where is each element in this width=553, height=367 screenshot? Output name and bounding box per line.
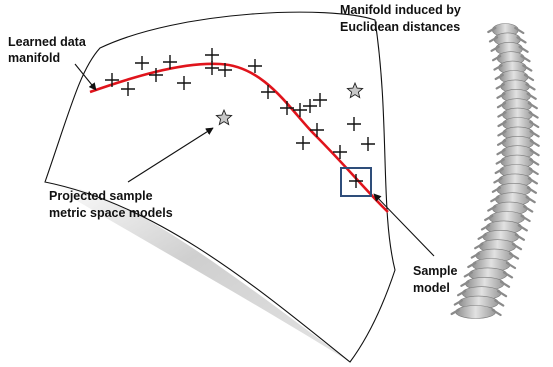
plus-marker-icon (149, 68, 163, 82)
vertebra-process (474, 243, 523, 251)
vertebra-process (467, 261, 517, 270)
vertebra-process (460, 280, 511, 288)
vertebra-process (496, 92, 537, 100)
vertebra-process (494, 73, 535, 82)
vertebra-process (495, 158, 540, 166)
label-sample-model: Sample model (413, 264, 461, 295)
plus-marker-icon (163, 55, 177, 69)
vertebra-process (497, 111, 539, 119)
plus-marker-icon (303, 99, 317, 113)
vertebra-process (487, 205, 534, 213)
vertebra-process (470, 252, 520, 260)
plus-marker-icon (105, 73, 119, 87)
plus-marker-icon (261, 85, 275, 99)
plus-marker-icon (248, 59, 262, 73)
plus-marker-icon (361, 137, 375, 151)
vertebra-process (493, 64, 533, 72)
vertebra-process (490, 45, 529, 53)
plus-marker-icon (218, 63, 232, 77)
plus-marker-icon (293, 103, 307, 117)
vertebra-process (494, 167, 539, 176)
manifold-surface (44, 11, 396, 363)
sample-markers (105, 48, 375, 188)
arrow-projected-models (127, 127, 214, 183)
plus-marker-icon (280, 101, 294, 115)
plus-marker-icon (333, 145, 347, 159)
vertebra-process (495, 83, 536, 91)
plus-marker-icon (349, 174, 363, 188)
plus-marker-icon (313, 93, 327, 107)
plus-marker-icon (205, 61, 219, 75)
arrow-sample-model (373, 193, 435, 257)
star-icon (346, 81, 364, 99)
vertebra-process (493, 177, 538, 185)
vertebra-process (463, 271, 514, 279)
vertebra-process (496, 102, 538, 110)
projected-markers (215, 81, 364, 126)
vertebra-process (477, 233, 525, 241)
plus-marker-icon (205, 48, 219, 62)
plus-marker-icon (296, 136, 310, 150)
vertebra-process (488, 36, 527, 44)
vertebra-shape (455, 305, 496, 319)
label-euclidean-manifold: Manifold induced by Euclidean distances (340, 3, 464, 34)
vertebra-process (496, 149, 540, 157)
vertebra-process (450, 308, 502, 317)
vertebra-process (487, 26, 525, 35)
plus-marker-icon (177, 76, 191, 90)
vertebra-process (497, 130, 540, 138)
vertebra-process (492, 55, 531, 63)
learned-manifold-curve (89, 62, 389, 213)
vertebral-column-icon (450, 23, 540, 319)
vertebra-process (497, 120, 540, 129)
sample-highlight-box (340, 167, 372, 197)
vertebra-process (490, 196, 536, 204)
vertebra-process (484, 214, 531, 223)
label-learned-manifold: Learned data manifold (8, 35, 89, 65)
label-projected-models: Projected sample metric space models (49, 189, 173, 220)
arrow-learned-manifold (74, 63, 97, 91)
vertebra-process (497, 139, 540, 147)
vertebra-process (457, 290, 508, 298)
star-icon (215, 108, 233, 126)
vertebra-process (453, 299, 505, 307)
plus-marker-icon (310, 123, 324, 137)
plus-marker-icon (121, 82, 135, 96)
vertebra-process (491, 186, 537, 194)
vertebra-process (480, 224, 528, 232)
plus-marker-icon (135, 56, 149, 70)
plus-marker-icon (347, 117, 361, 131)
